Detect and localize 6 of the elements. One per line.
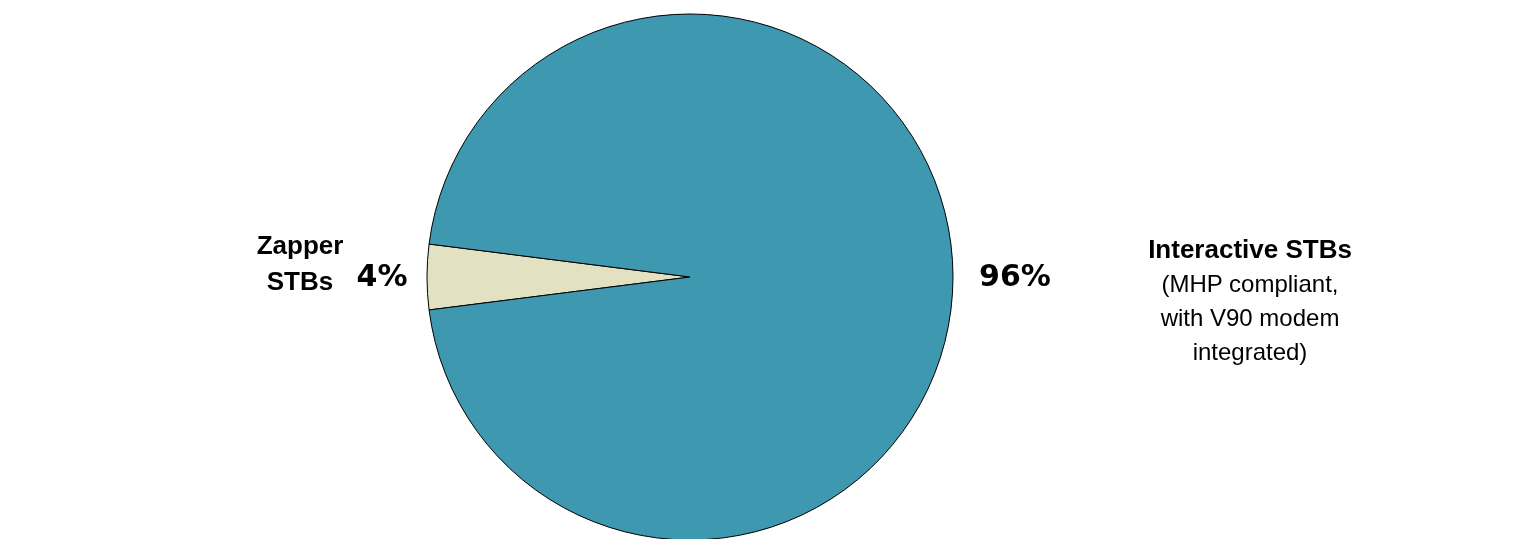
data-label: 96% — [979, 258, 1051, 293]
slice-label: Interactive STBs — [1148, 234, 1352, 264]
pie-slice — [428, 13, 953, 539]
slice-label: Zapper STBs — [256, 230, 344, 296]
text: (MHP compliant, with V90 modem integrated) — [1159, 270, 1340, 365]
data-label: 4% — [356, 258, 408, 293]
